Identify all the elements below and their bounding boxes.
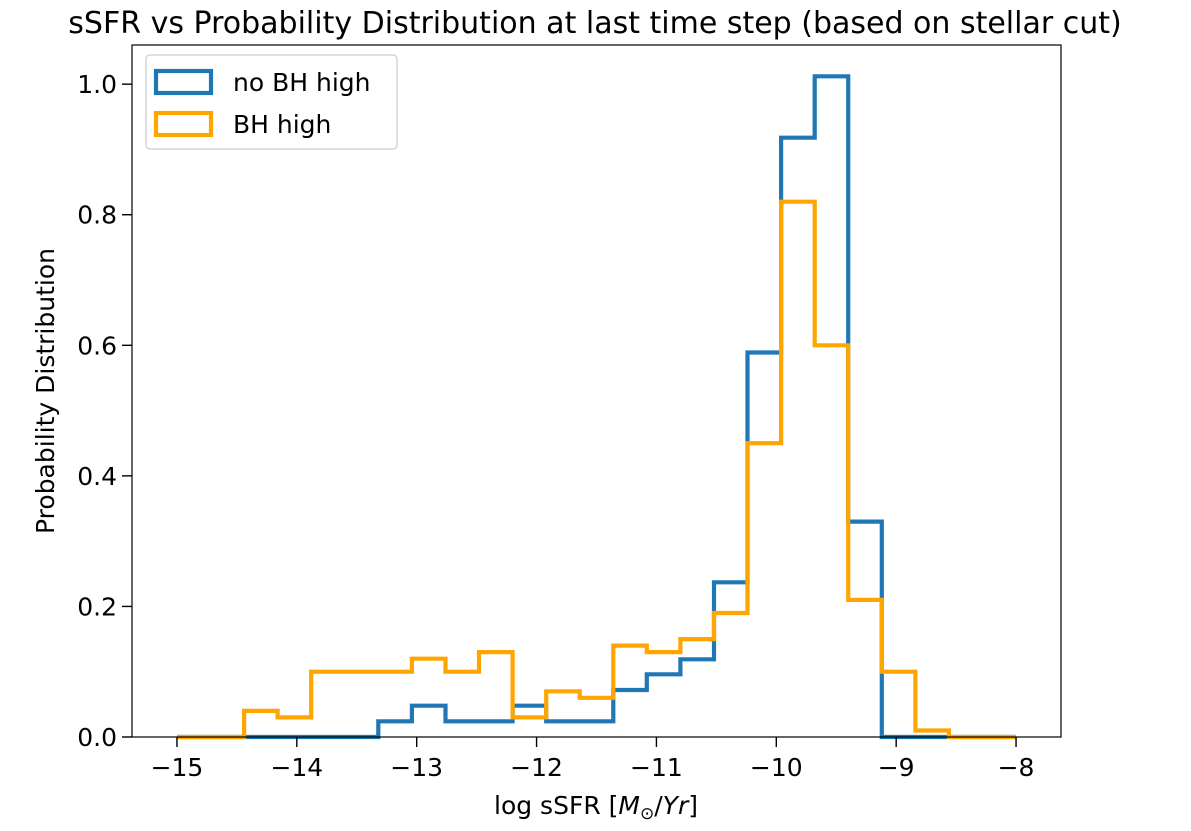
x-axis-label-sun-symbol: ⊙ [640, 804, 654, 824]
legend-swatch-0 [153, 68, 214, 96]
x-tick-label-7: −8 [998, 753, 1035, 782]
x-tick-label-1: −14 [270, 753, 323, 782]
legend: no BH high BH high [145, 54, 398, 150]
x-axis-ticks: −15 −14 −13 −12 −11 −10 −9 −8 [151, 737, 1035, 782]
legend-box [145, 54, 398, 150]
x-axis-label-slash: / [654, 791, 663, 820]
x-tick-label-0: −15 [151, 753, 204, 782]
x-tick-label-6: −9 [878, 753, 915, 782]
series-1-outline [177, 199, 1016, 740]
x-tick-label-4: −11 [630, 753, 683, 782]
y-tick-label-5: 1.0 [77, 70, 117, 99]
y-tick-label-4: 0.8 [77, 201, 117, 230]
y-axis-ticks: 0.0 0.2 0.4 0.6 0.8 1.0 [77, 70, 132, 752]
y-tick-label-3: 0.6 [77, 331, 117, 360]
legend-swatch-1 [153, 110, 214, 138]
chart-title: sSFR vs Probability Distribution at last… [68, 6, 1121, 41]
x-tick-label-2: −13 [390, 753, 443, 782]
legend-label-0: no BH high [233, 68, 371, 97]
plot-frame [131, 44, 1062, 738]
x-axis-label: log sSFR [M⊙/Yr] [494, 791, 698, 824]
series-0-outline [177, 74, 1016, 740]
y-tick-label-2: 0.4 [77, 462, 117, 491]
y-tick-label-1: 0.2 [77, 592, 117, 621]
x-tick-label-3: −12 [510, 753, 563, 782]
x-tick-label-5: −10 [750, 753, 803, 782]
x-axis-label-yr: Yr [663, 791, 690, 820]
x-axis-label-m: M [618, 791, 640, 820]
y-axis-label: Probability Distribution [31, 248, 60, 534]
y-tick-label-0: 0.0 [77, 723, 117, 752]
legend-label-1: BH high [233, 110, 331, 139]
series-layer [177, 74, 1016, 740]
x-axis-label-suffix: ] [688, 791, 698, 820]
x-axis-label-prefix: log sSFR [ [494, 791, 618, 820]
